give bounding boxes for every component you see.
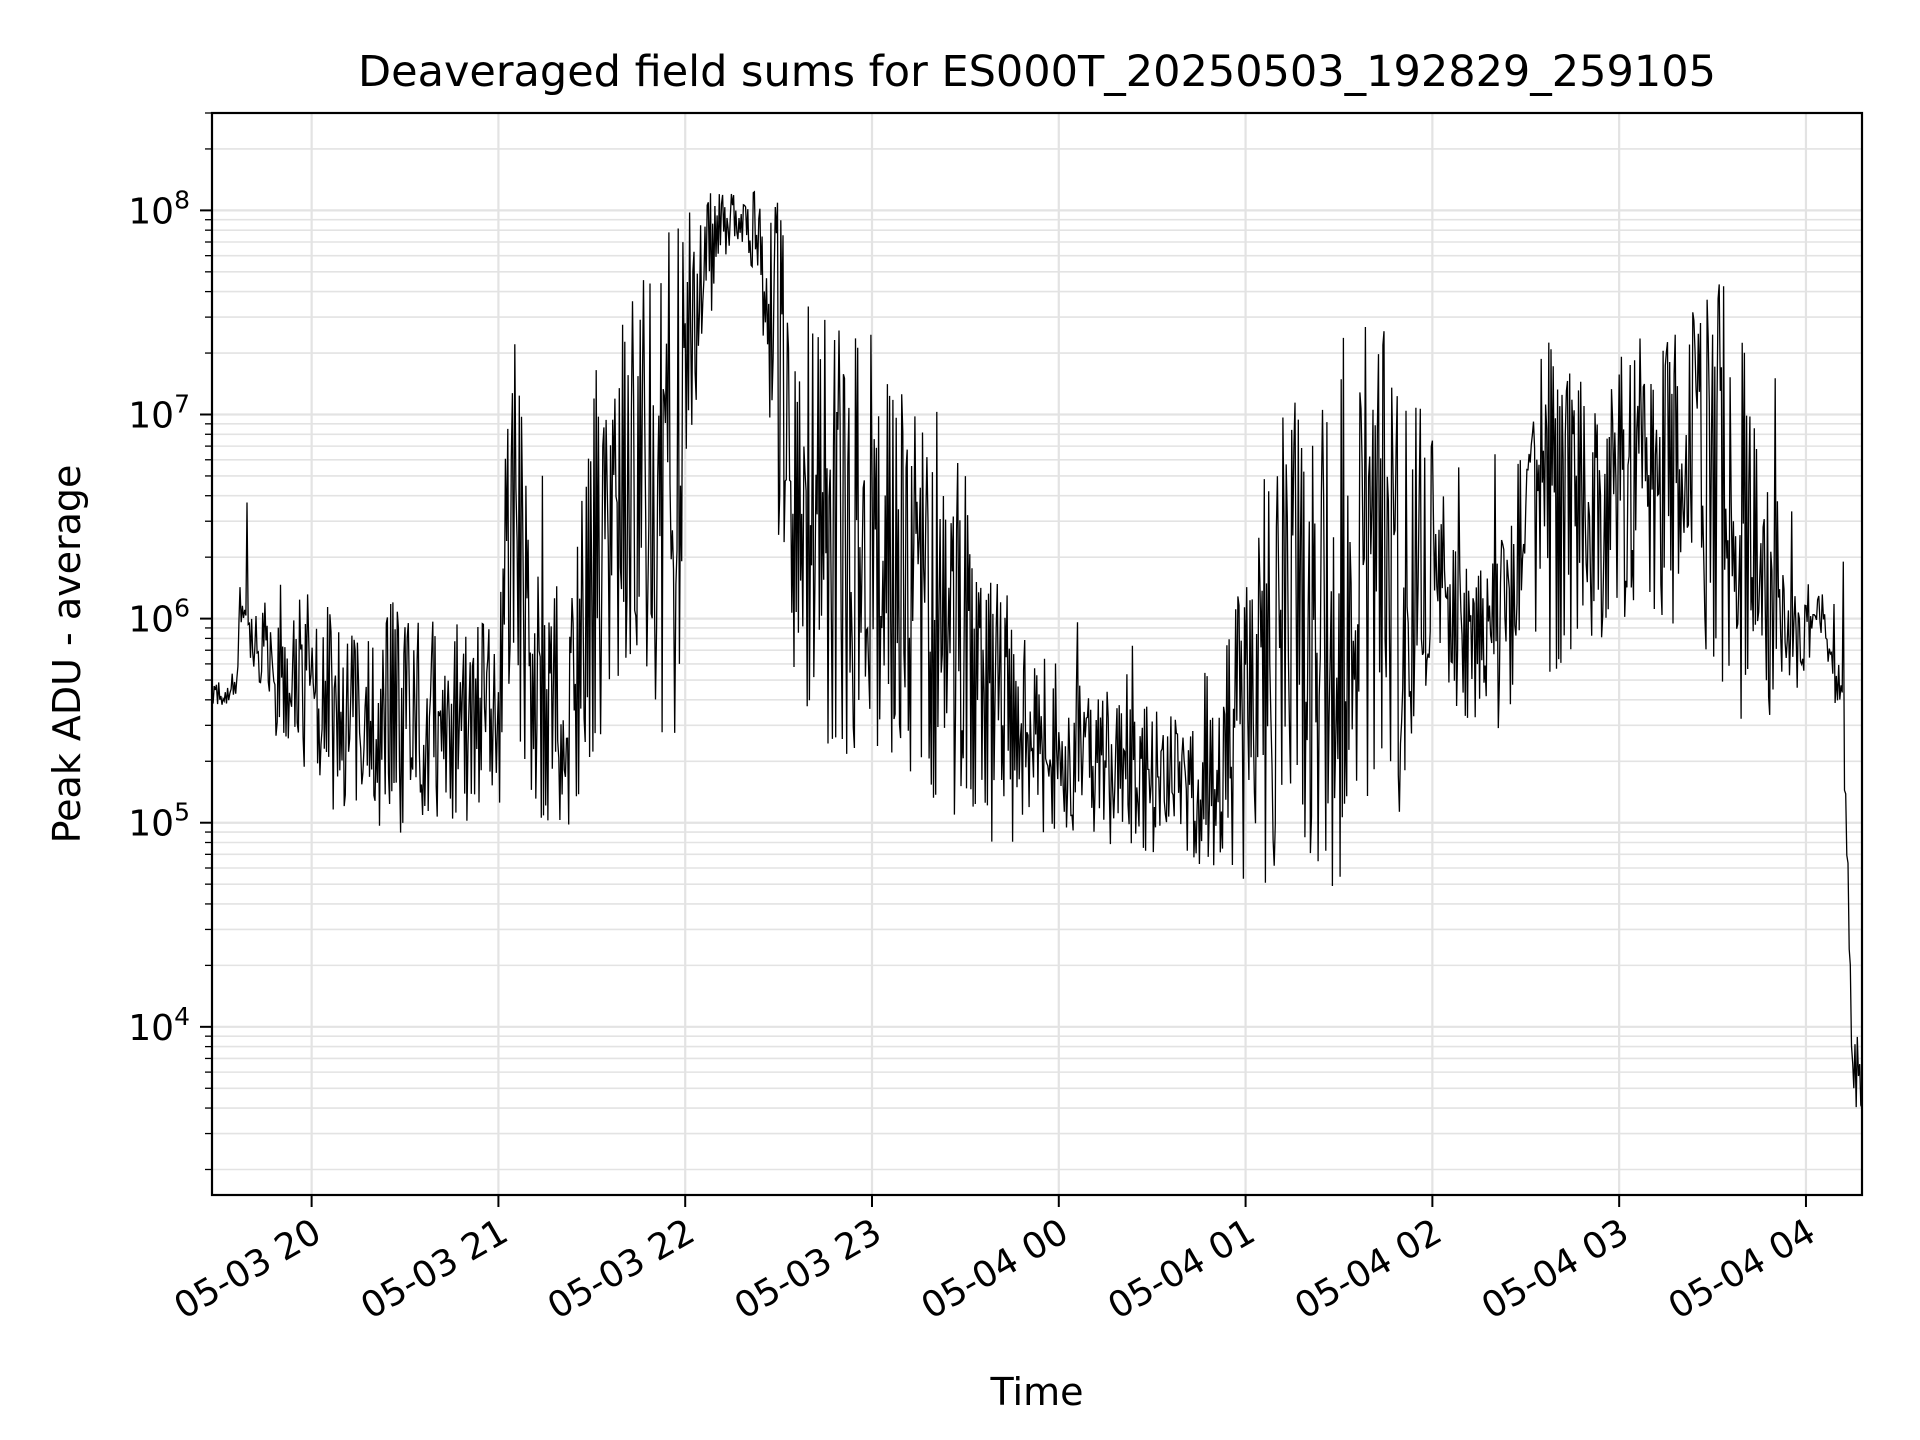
x-axis-ticks: 05-03 20 05-03 21 05-03 22 05-03 23 05-04 00…: [167, 1195, 1822, 1328]
y-tick-label: 107: [128, 389, 190, 436]
y-axis-ticks: 104 105 106 107 108: [128, 112, 212, 1171]
y-axis-label: Peak ADU - average: [45, 465, 89, 844]
x-tick-label: 05-04 00: [915, 1211, 1076, 1327]
chart-title: Deaveraged field sums for ES000T_2025050…: [358, 47, 1716, 97]
y-tick-label: 104: [128, 1002, 190, 1049]
x-tick-label: 05-03 23: [728, 1211, 889, 1327]
x-tick-label: 05-03 21: [354, 1211, 515, 1327]
x-tick-label: 05-04 03: [1475, 1211, 1636, 1327]
x-tick-label: 05-04 04: [1662, 1211, 1823, 1327]
series-line: [211, 190, 1863, 1109]
x-axis-label: Time: [990, 1370, 1084, 1414]
data-series: [211, 190, 1863, 1109]
x-tick-label: 05-03 20: [167, 1211, 328, 1327]
y-tick-label: 105: [128, 798, 190, 845]
grid: [212, 112, 1862, 1195]
plot-frame: [210, 111, 1864, 1197]
x-tick-label: 05-03 22: [541, 1211, 702, 1327]
x-tick-label: 05-04 01: [1101, 1211, 1262, 1327]
x-tick-label: 05-04 02: [1288, 1211, 1449, 1327]
y-tick-label: 108: [128, 185, 190, 232]
y-tick-label: 106: [128, 594, 190, 641]
